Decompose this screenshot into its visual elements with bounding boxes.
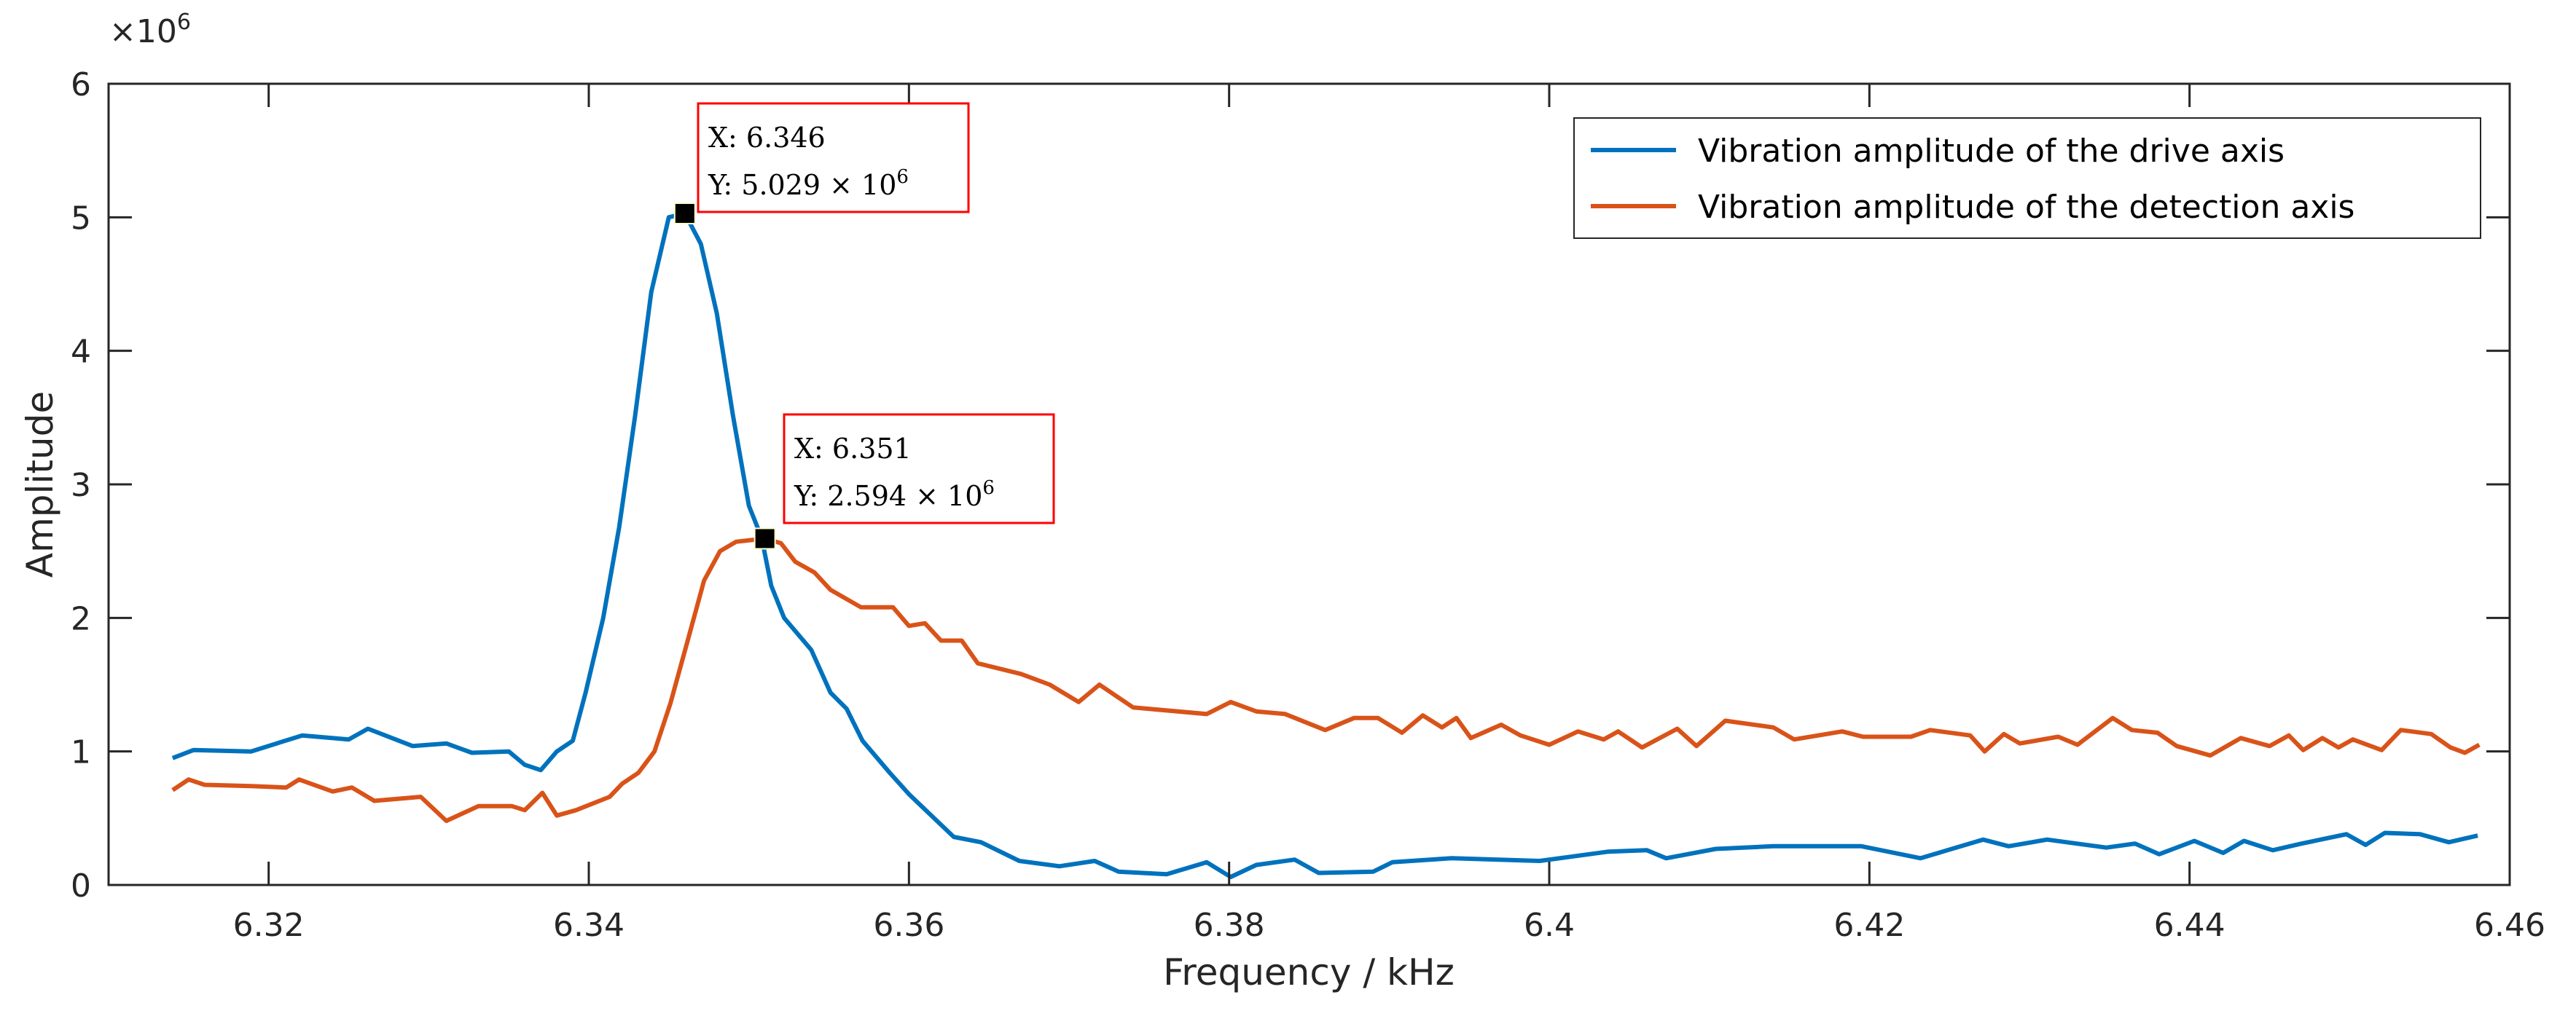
datatip-box xyxy=(697,102,970,213)
x-tick-label: 6.38 xyxy=(1194,907,1265,944)
x-tick-label: 6.42 xyxy=(1833,907,1905,944)
y-tick-label: 3 xyxy=(71,467,91,504)
datatip-x: X: 6.351 xyxy=(794,433,912,465)
datatip-peak[interactable]: X: 6.346 Y: 5.029 × 106 xyxy=(697,102,970,213)
y-tick-label: 6 xyxy=(71,66,91,103)
x-tick-label: 6.34 xyxy=(553,907,625,944)
x-tick-label: 6.36 xyxy=(873,907,944,944)
y-axis-label: Amplitude xyxy=(19,391,61,578)
legend: Vibration amplitude of the drive axis Vi… xyxy=(1573,117,2481,239)
datatip-marker[interactable] xyxy=(673,202,696,225)
legend-box xyxy=(1573,117,2481,239)
x-tick-label: 6.44 xyxy=(2154,907,2225,944)
datatip-y: Y: 2.594 × 106 xyxy=(794,477,995,512)
legend-label-drive: Vibration amplitude of the drive axis xyxy=(1698,133,2285,170)
datatip-crossing[interactable]: X: 6.351 Y: 2.594 × 106 xyxy=(783,413,1055,524)
y-exponent: 6 xyxy=(177,9,191,35)
y-tick-label: 2 xyxy=(71,600,91,637)
y-tick-label: 1 xyxy=(71,734,91,771)
x-tick-label: 6.32 xyxy=(233,907,305,944)
series-line-detection xyxy=(171,536,2481,823)
x-tick-label: 6.46 xyxy=(2474,907,2545,944)
datatip-y: Y: 5.029 × 106 xyxy=(708,166,909,201)
y-tick-label: 5 xyxy=(71,200,91,237)
series-layer xyxy=(171,211,2481,879)
axes-layer: 6.32 6.34 6.36 6.38 6.4 6.42 6.44 6.46 0 1 2 3 4 5 6 xyxy=(71,66,2545,944)
x-axis-label: Frequency / kHz xyxy=(1163,951,1455,993)
series-line-drive xyxy=(171,211,2478,879)
marker-layer xyxy=(673,202,776,550)
x-tick-label: 6.4 xyxy=(1524,907,1575,944)
datatip-box xyxy=(783,413,1055,524)
legend-label-detection: Vibration amplitude of the detection axi… xyxy=(1698,189,2354,226)
y-tick-label: 4 xyxy=(71,334,91,371)
datatip-marker[interactable] xyxy=(753,527,776,550)
y-tick-label: 0 xyxy=(71,867,91,905)
y-exponent-label: ×106 xyxy=(109,9,191,50)
datatip-x: X: 6.346 xyxy=(708,122,826,154)
